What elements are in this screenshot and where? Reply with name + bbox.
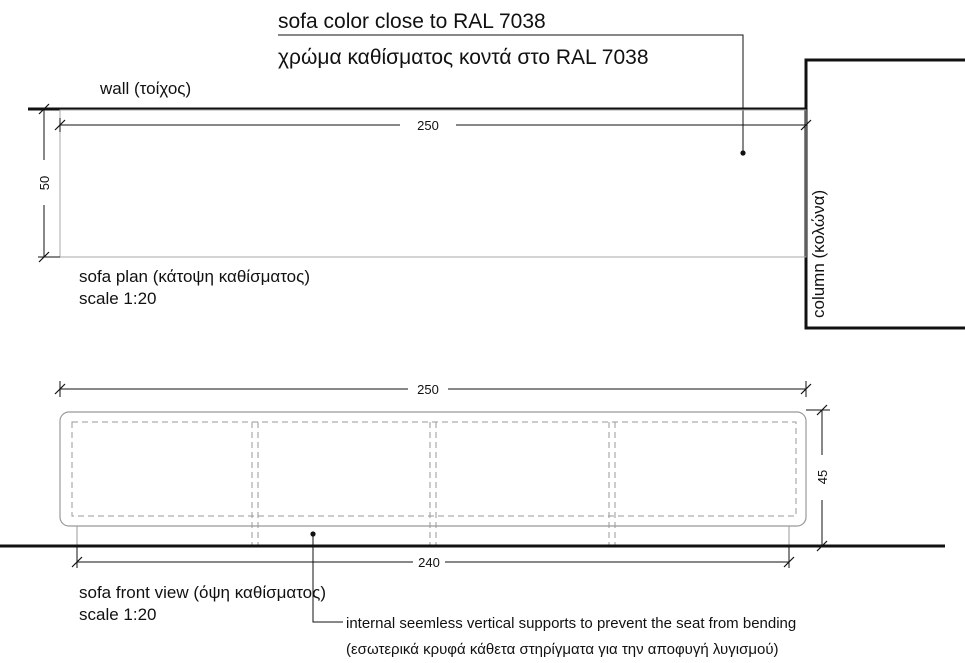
internal-supports [71, 421, 797, 545]
supports-note-en: internal seemless vertical supports to p… [346, 615, 796, 632]
plan-length-tick-right [800, 119, 812, 131]
front-title: sofa front view (όψη καθίσματος) [79, 583, 326, 602]
sofa-seat-outline [59, 411, 807, 527]
plan-title: sofa plan (κάτοψη καθίσματος) [79, 267, 310, 286]
front-length-label: 250 [417, 382, 439, 397]
inner-dashed-outline [71, 421, 797, 517]
sofa-front: 250 45 [54, 381, 830, 552]
supports-leader [312, 534, 343, 623]
plan-length-label: 250 [417, 118, 439, 133]
column-outline [804, 58, 965, 330]
front-scale: scale 1:20 [79, 605, 157, 624]
plan-depth-tick-top [38, 103, 50, 115]
column-label: column (κολώνα) [809, 190, 828, 318]
wall-label: wall (τοίχος) [99, 79, 191, 98]
front-height-label: 45 [815, 470, 830, 484]
supports-note-el: (εσωτερικά κρυφά κάθετα στηρίγματα για τ… [346, 641, 779, 658]
sofa-plan: 250 50 [37, 103, 812, 263]
base-dimension: 240 [71, 547, 795, 570]
plan-depth-label: 50 [37, 176, 52, 190]
base-length-label: 240 [418, 555, 440, 570]
sofa-plan-outline [59, 109, 807, 258]
color-note-leader [278, 34, 744, 153]
color-note-en: sofa color close to RAL 7038 [278, 10, 546, 33]
plan-scale: scale 1:20 [79, 289, 157, 308]
color-note-dot [740, 150, 746, 156]
color-note-el: χρώμα καθίσματος κοντά στο RAL 7038 [278, 46, 649, 69]
